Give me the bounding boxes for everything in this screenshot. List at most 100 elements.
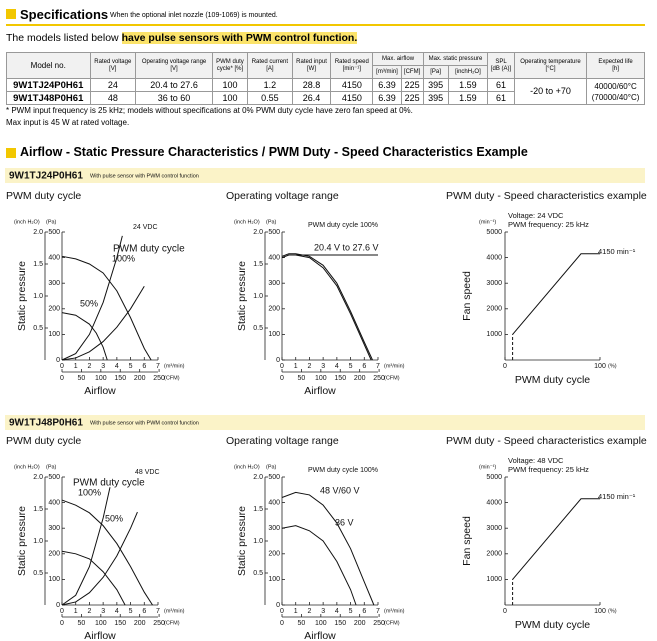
x-tick-label: 7 [156,608,160,615]
y-tick-label: 400 [268,254,280,261]
curve [61,511,138,606]
x-axis-label: PWM duty cycle [515,619,590,631]
model-description: With pulse sensor with PWM control funct… [90,173,199,179]
y2-tick-label: 1.5 [33,506,43,513]
header-unit: [W] [307,65,317,72]
y-tick-label: 3000 [486,280,502,287]
header-cell: PWM duty cycle* [%] [211,52,248,79]
y2-tick-label: 2.0 [33,474,43,481]
y-tick-label: 5000 [486,474,502,481]
y2-tick-label: 1.0 [33,293,43,300]
y-tick-label: 0 [56,602,60,609]
x2-tick-label: 0 [60,375,64,382]
y-unit: (Pa) [46,219,57,225]
header-cell: [CFM] [400,65,424,79]
x-tick-label: 100 [594,608,606,615]
curve [61,499,153,606]
header-unit: [V] [170,65,178,72]
y2-tick-label: 1.0 [253,538,263,545]
cell: 40000/60°C (70000/40°C) [586,78,645,105]
y-tick-label: 2000 [486,306,502,313]
annotation: PWM duty cycle 100% [308,222,378,229]
y-unit: (Pa) [266,464,277,470]
section-note: When the optional inlet nozzle (109-1069… [110,12,278,19]
section-title: Airflow - Static Pressure Characteristic… [20,145,528,159]
x-tick-label: 3 [101,363,105,370]
note: * PWM input frequency is 25 kHz; models … [6,106,413,115]
x-tick-label: 6 [142,608,146,615]
x-tick-label: 2 [307,363,311,370]
x-axis-label: PWM duty cycle [515,374,590,386]
y-tick-label: 100 [268,576,280,583]
x-tick-label: 2 [307,608,311,615]
y2-unit: (inch H₂O) [234,464,260,470]
x-tick-label: 0 [60,608,64,615]
header-label: Expected life [598,58,633,65]
x-tick-label: 6 [142,363,146,370]
y-tick-label: 300 [48,525,60,532]
model-name: 9W1TJ48P0H61 [9,418,83,429]
y2-tick-label: 0.5 [33,570,43,577]
header-unit: [A] [266,65,274,72]
x-tick-label: 3 [321,363,325,370]
intro: The models listed below have pulse senso… [6,32,358,44]
y-unit: (min⁻¹) [479,464,496,470]
x-tick-label: 100 [594,363,606,370]
y-axis-label: Fan speed [461,516,473,566]
y-tick-label: 400 [48,499,60,506]
header-unit: [Pa] [430,68,441,75]
chart-title: PWM duty - Speed characteristics example [446,190,647,202]
y-tick-label: 5000 [486,229,502,236]
y2-tick-label: 1.0 [33,538,43,545]
intro-text: The models listed below [6,32,122,44]
x-axis-label: Airflow [84,385,116,397]
header-cell: Operating voltage range [V] [135,52,213,79]
y-tick-label: 300 [268,525,280,532]
y-tick-label: 500 [48,474,60,481]
note: Max input is 45 W at rated voltage. [6,118,130,127]
curve [61,286,145,361]
cell: 225 [400,91,424,105]
x-tick-label: 0 [280,608,284,615]
annotation: 24 VDC [133,224,158,231]
annotation: 36 V [335,517,354,527]
x-tick-label: 5 [129,608,133,615]
model-band [5,415,645,430]
y-tick-label: 1000 [486,576,502,583]
y-tick-label: 100 [48,331,60,338]
x2-tick-label: 250 [153,375,165,382]
curve [512,498,600,580]
header-label: PWM duty [216,58,244,65]
curve [281,491,375,606]
x2-tick-label: 0 [280,620,284,627]
y2-tick-label: 0.5 [253,325,263,332]
x2-unit: (CFM) [384,375,400,381]
x-axis-label: Airflow [84,630,116,641]
header-label: Rated input [296,58,327,65]
cell: 26.4 [291,91,332,105]
x-tick-label: 3 [101,608,105,615]
annotation: 50% [105,513,123,523]
chart-title: Operating voltage range [226,190,339,202]
model-name: 9W1TJ24P0H61 [9,171,83,182]
annotation: PWM frequency: 25 kHz [508,220,589,229]
header-label: Rated voltage [94,58,132,65]
header-cell: Rated input [W] [291,52,332,79]
header-cell: Expected life [h] [586,52,645,79]
intro-highlight: have pulse sensors with PWM control func… [121,32,358,44]
curve [61,550,126,606]
divider [6,24,645,26]
y2-unit: (inch H₂O) [14,464,40,470]
header-unit: [CFM] [403,68,421,75]
x-tick-label: 6 [362,363,366,370]
x-tick-label: 2 [87,363,91,370]
life-line: 40000/60°C [594,81,637,91]
y-tick-label: 300 [268,280,280,287]
y2-unit: (inch H₂O) [14,219,40,225]
cell: -20 to +70 [513,78,588,105]
chart-title: Operating voltage range [226,435,339,447]
cell: 4150 [330,91,374,105]
x2-tick-label: 200 [134,620,146,627]
y2-unit: (inch H₂O) [234,219,260,225]
x-unit: (m³/min) [384,363,405,369]
